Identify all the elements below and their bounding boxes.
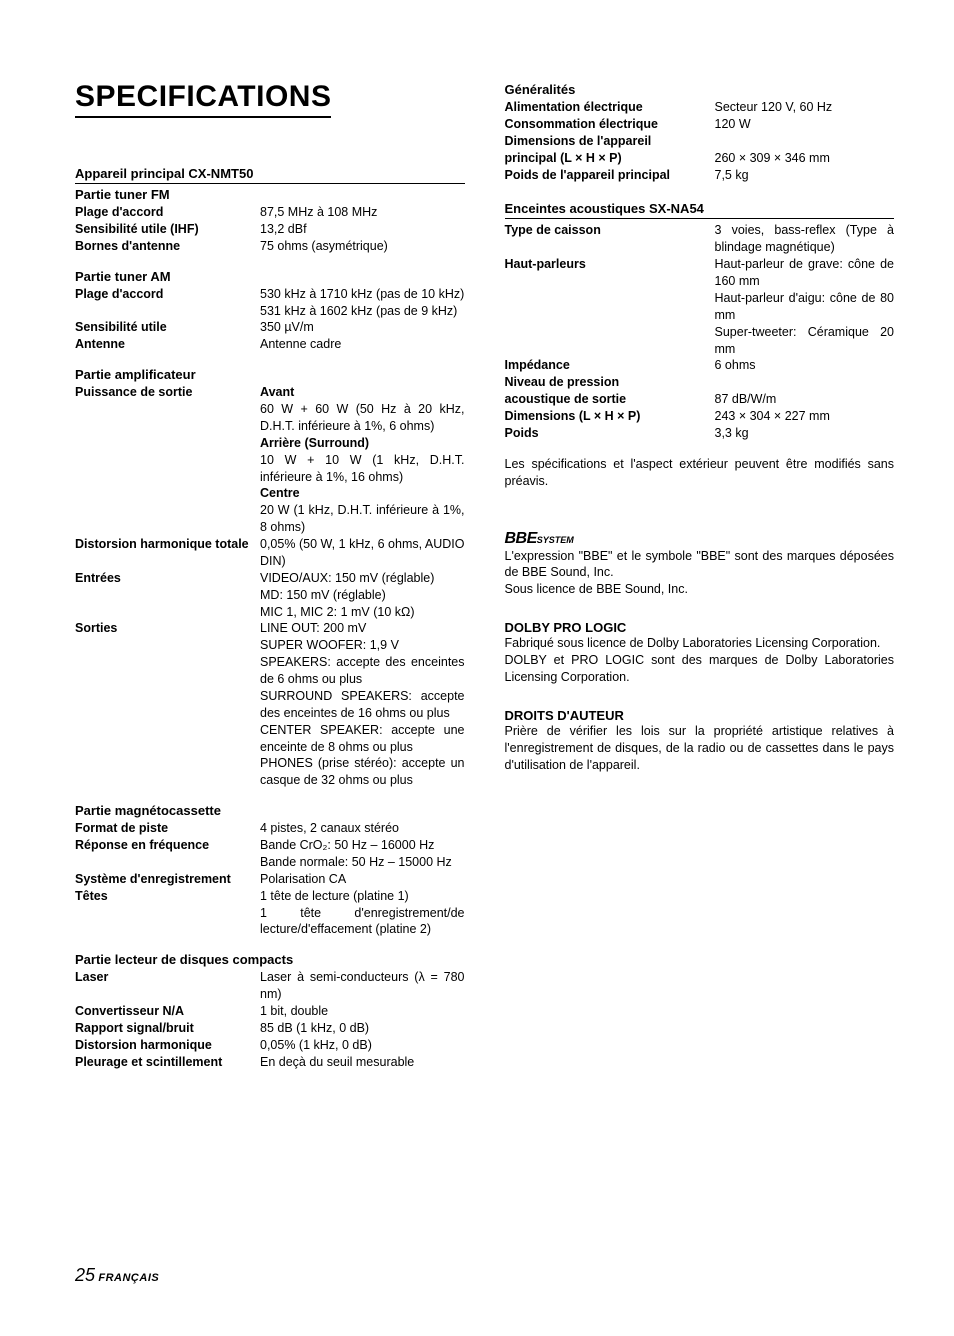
gen-wt-label: Poids de l'appareil principal xyxy=(505,167,715,184)
deck-freq-label: Réponse en fréquence xyxy=(75,837,260,854)
deck-heads-value: 1 tête de lecture (platine 1)1 tête d'en… xyxy=(260,888,465,939)
deck-rec-value: Polarisation CA xyxy=(260,871,465,888)
page-language: FRANÇAIS xyxy=(98,1272,159,1284)
general-header: Généralités xyxy=(505,82,895,97)
cd-laser-value: Laser à semi-conducteurs (λ = 780 nm) xyxy=(260,969,465,1003)
page-number: 25 xyxy=(75,1265,95,1285)
fm-header: Partie tuner FM xyxy=(75,187,465,202)
fm-sens-label: Sensibilité utile (IHF) xyxy=(75,221,260,238)
deck-fmt-value: 4 pistes, 2 canaux stéréo xyxy=(260,820,465,837)
bbe-p1: L'expression "BBE" et le symbole "BBE" s… xyxy=(505,548,895,582)
amp-rear-header: Arrière (Surround) xyxy=(260,436,369,450)
right-column: Généralités Alimentation électriqueSecte… xyxy=(505,80,895,1071)
spk-imp-label: Impédance xyxy=(505,357,715,374)
spk-dim-value: 243 × 304 × 227 mm xyxy=(715,408,895,425)
cd-thd-value: 0,05% (1 kHz, 0 dB) xyxy=(260,1037,465,1054)
fm-range-label: Plage d'accord xyxy=(75,204,260,221)
dolby-p2: DOLBY et PRO LOGIC sont des marques de D… xyxy=(505,652,895,686)
fm-ant-label: Bornes d'antenne xyxy=(75,238,260,255)
fm-sens-value: 13,2 dBf xyxy=(260,221,465,238)
gen-cons-value: 120 W xyxy=(715,116,895,133)
dolby-header: DOLBY PRO LOGIC xyxy=(505,620,895,635)
am-header: Partie tuner AM xyxy=(75,269,465,284)
amp-thd-value: 0,05% (50 W, 1 kHz, 6 ohms, AUDIO DIN) xyxy=(260,536,465,570)
main-unit-header: Appareil principal CX-NMT50 xyxy=(75,166,465,184)
amp-in-label: Entrées xyxy=(75,570,260,587)
cd-wow-value: En deçà du seuil mesurable xyxy=(260,1054,465,1071)
spk-type-label: Type de caisson xyxy=(505,222,715,239)
speakers-header: Enceintes acoustiques SX-NA54 xyxy=(505,201,895,219)
deck-fmt-label: Format de piste xyxy=(75,820,260,837)
cd-header: Partie lecteur de disques compacts xyxy=(75,952,465,967)
fm-ant-value: 75 ohms (asymétrique) xyxy=(260,238,465,255)
notice-text: Les spécifications et l'aspect extérieur… xyxy=(505,456,895,490)
copyright-header: DROITS D'AUTEUR xyxy=(505,708,895,723)
cd-snr-value: 85 dB (1 kHz, 0 dB) xyxy=(260,1020,465,1037)
page-footer: 25 FRANÇAIS xyxy=(75,1265,159,1286)
gen-dim-label-2: principal (L × H × P) xyxy=(505,150,715,167)
deck-freq-value: Bande CrO₂: 50 Hz – 16000 HzBande normal… xyxy=(260,837,465,871)
page: SPECIFICATIONS Appareil principal CX-NMT… xyxy=(0,0,954,1336)
amp-in-value: VIDEO/AUX: 150 mV (réglable)MD: 150 mV (… xyxy=(260,570,465,621)
bbe-p2: Sous licence de BBE Sound, Inc. xyxy=(505,581,895,598)
spk-dim-label: Dimensions (L × H × P) xyxy=(505,408,715,425)
amp-center-header: Centre xyxy=(260,486,300,500)
amp-thd-label: Distorsion harmonique totale xyxy=(75,536,260,553)
amp-out-value: LINE OUT: 200 mVSUPER WOOFER: 1,9 VSPEAK… xyxy=(260,620,465,789)
amp-front-value: 60 W + 60 W (50 Hz à 20 kHz, D.H.T. infé… xyxy=(260,402,465,433)
am-range-value: 530 kHz à 1710 kHz (pas de 10 kHz)531 kH… xyxy=(260,286,465,320)
gen-dim-label-1: Dimensions de l'appareil xyxy=(505,133,715,150)
fm-range-value: 87,5 MHz à 108 MHz xyxy=(260,204,465,221)
amp-power-value: Avant 60 W + 60 W (50 Hz à 20 kHz, D.H.T… xyxy=(260,384,465,536)
spk-drv-value: Haut-parleur de grave: cône de 160 mmHau… xyxy=(715,256,895,357)
am-sens-value: 350 µV/m xyxy=(260,319,465,336)
amp-center-value: 20 W (1 kHz, D.H.T. inférieure à 1%, 8 o… xyxy=(260,503,465,534)
am-sens-label: Sensibilité utile xyxy=(75,319,260,336)
spk-spl-label-1: Niveau de pression xyxy=(505,374,715,391)
gen-cons-label: Consommation électrique xyxy=(505,116,715,133)
gen-pow-value: Secteur 120 V, 60 Hz xyxy=(715,99,895,116)
spk-imp-value: 6 ohms xyxy=(715,357,895,374)
cd-snr-label: Rapport signal/bruit xyxy=(75,1020,260,1037)
am-ant-value: Antenne cadre xyxy=(260,336,465,353)
copyright-text: Prière de vérifier les lois sur la propr… xyxy=(505,723,895,774)
cd-dac-label: Convertisseur N/A xyxy=(75,1003,260,1020)
spk-spl-value: 87 dB/W/m xyxy=(715,391,895,408)
left-column: SPECIFICATIONS Appareil principal CX-NMT… xyxy=(75,80,465,1071)
cd-wow-label: Pleurage et scintillement xyxy=(75,1054,260,1071)
am-range-label: Plage d'accord xyxy=(75,286,260,303)
spk-wt-label: Poids xyxy=(505,425,715,442)
gen-wt-value: 7,5 kg xyxy=(715,167,895,184)
spk-type-value: 3 voies, bass-reflex (Type à blindage ma… xyxy=(715,222,895,256)
gen-dim-value: 260 × 309 × 346 mm xyxy=(715,150,895,167)
page-title: SPECIFICATIONS xyxy=(75,80,331,118)
deck-rec-label: Système d'enregistrement xyxy=(75,871,260,888)
amp-header: Partie amplificateur xyxy=(75,367,465,382)
spk-wt-value: 3,3 kg xyxy=(715,425,895,442)
bbe-system-label: SYSTEM xyxy=(537,535,574,545)
gen-pow-label: Alimentation électrique xyxy=(505,99,715,116)
dolby-p1: Fabriqué sous licence de Dolby Laborator… xyxy=(505,635,895,652)
cd-dac-value: 1 bit, double xyxy=(260,1003,465,1020)
spk-drv-label: Haut-parleurs xyxy=(505,256,715,273)
amp-front-header: Avant xyxy=(260,385,294,399)
amp-out-label: Sorties xyxy=(75,620,260,637)
amp-power-label: Puissance de sortie xyxy=(75,384,260,401)
cd-laser-label: Laser xyxy=(75,969,260,986)
bbe-section: BBESYSTEM xyxy=(505,530,895,548)
deck-header: Partie magnétocassette xyxy=(75,803,465,818)
deck-heads-label: Têtes xyxy=(75,888,260,905)
am-ant-label: Antenne xyxy=(75,336,260,353)
amp-rear-value: 10 W + 10 W (1 kHz, D.H.T. inférieure à … xyxy=(260,453,465,484)
cd-thd-label: Distorsion harmonique xyxy=(75,1037,260,1054)
spk-spl-label-2: acoustique de sortie xyxy=(505,391,715,408)
bbe-logo: BBE xyxy=(505,530,537,547)
